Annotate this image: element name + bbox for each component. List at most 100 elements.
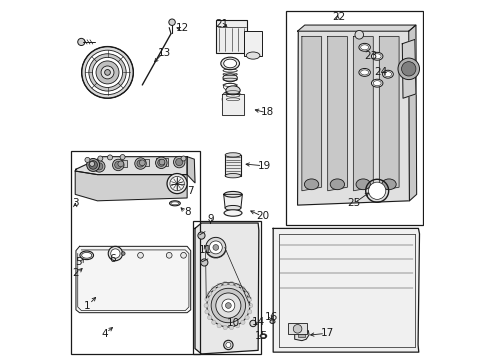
Ellipse shape [384,72,391,77]
Text: 7: 7 [186,186,193,196]
Ellipse shape [371,79,382,87]
Circle shape [175,158,183,166]
Text: 3: 3 [72,198,79,208]
Ellipse shape [222,91,237,100]
Text: 6: 6 [109,254,116,264]
Circle shape [204,297,209,301]
Text: 16: 16 [264,312,278,322]
Ellipse shape [246,52,260,59]
Circle shape [167,174,187,194]
Circle shape [209,241,222,254]
Circle shape [92,57,122,87]
Circle shape [137,160,144,167]
Ellipse shape [360,70,368,75]
Text: 18: 18 [261,107,274,117]
Ellipse shape [269,320,274,323]
Circle shape [96,163,102,170]
Circle shape [235,324,239,328]
Text: 14: 14 [252,317,265,327]
Text: 8: 8 [183,207,190,217]
Circle shape [240,320,244,324]
Circle shape [206,284,249,327]
Polygon shape [297,31,408,205]
Circle shape [159,159,164,165]
Polygon shape [297,25,415,31]
Text: 23: 23 [364,51,377,61]
Polygon shape [379,37,398,191]
Text: 22: 22 [331,12,345,22]
Circle shape [225,342,230,347]
Circle shape [89,161,94,166]
Circle shape [223,282,227,285]
Circle shape [229,282,233,285]
Ellipse shape [81,252,92,258]
Ellipse shape [381,179,395,190]
Circle shape [169,176,184,191]
Circle shape [181,156,185,161]
Text: 19: 19 [257,161,270,171]
Circle shape [135,158,146,169]
Circle shape [397,58,419,80]
Ellipse shape [304,179,318,190]
Ellipse shape [224,210,242,216]
Circle shape [118,161,123,167]
Text: 11: 11 [198,245,211,255]
Circle shape [81,46,133,98]
Circle shape [215,293,241,318]
Circle shape [247,297,251,301]
Circle shape [240,287,244,291]
Ellipse shape [371,52,382,60]
Polygon shape [75,157,187,175]
Circle shape [198,232,204,239]
Polygon shape [195,223,258,354]
Circle shape [109,252,115,258]
Ellipse shape [171,202,179,205]
Bar [285,12,422,225]
Circle shape [244,315,249,320]
Bar [244,31,261,55]
Text: 4: 4 [101,329,108,339]
Text: 2: 2 [72,268,79,278]
Circle shape [166,252,172,258]
Polygon shape [223,194,242,208]
Polygon shape [294,330,308,341]
Circle shape [354,31,363,39]
Bar [114,160,127,167]
Circle shape [158,159,164,166]
Circle shape [180,252,186,258]
Circle shape [249,320,256,327]
Ellipse shape [224,153,241,157]
Circle shape [85,50,129,95]
Ellipse shape [223,74,237,82]
Bar [70,151,199,354]
Circle shape [115,161,122,168]
Ellipse shape [80,251,93,260]
Circle shape [225,303,231,309]
Ellipse shape [224,206,241,211]
Ellipse shape [223,59,236,68]
Ellipse shape [224,174,241,178]
Ellipse shape [382,70,392,78]
Circle shape [212,244,218,250]
Ellipse shape [355,179,369,190]
Circle shape [217,324,221,328]
Ellipse shape [224,192,242,197]
Ellipse shape [329,179,344,190]
Polygon shape [408,25,416,201]
Circle shape [248,303,252,308]
Circle shape [293,324,301,333]
Circle shape [89,54,126,91]
Circle shape [204,310,209,314]
Bar [298,333,304,337]
Circle shape [203,303,208,308]
Ellipse shape [260,334,266,338]
Ellipse shape [223,83,237,90]
Polygon shape [402,40,415,98]
Circle shape [104,69,110,75]
Circle shape [211,288,245,323]
Text: 1: 1 [84,301,91,311]
Polygon shape [327,37,346,191]
Bar [136,159,148,166]
Ellipse shape [261,334,265,337]
Circle shape [205,237,225,257]
